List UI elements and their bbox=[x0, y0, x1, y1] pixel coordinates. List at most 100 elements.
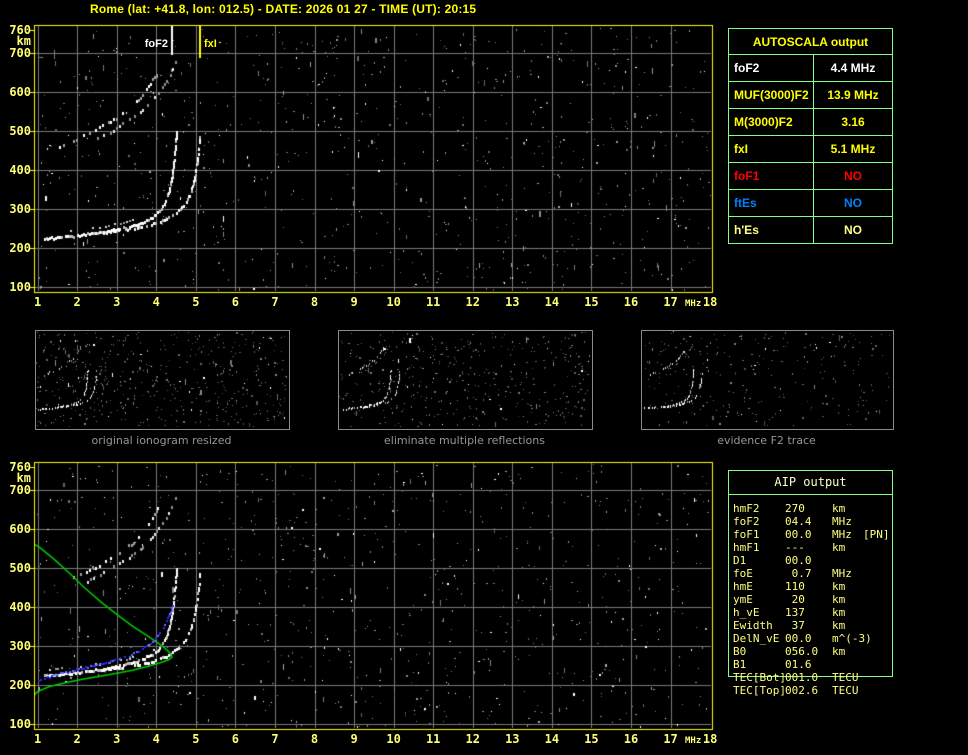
autoscala-row-value: NO bbox=[813, 216, 892, 243]
x-axis-tick-label: 12 bbox=[465, 295, 480, 309]
aip-cell: hmF2 bbox=[733, 502, 760, 515]
autoscala-row-value: 5.1 MHz bbox=[813, 135, 892, 162]
x-axis-tick-label: 4 bbox=[152, 732, 160, 746]
x-axis-tick-label: 10 bbox=[386, 295, 401, 309]
aip-row: TEC[Top] 002.6 TECU bbox=[728, 685, 968, 697]
aip-row: foF1 00.0 MHz [PN] bbox=[728, 529, 968, 541]
aip-cell: km bbox=[832, 502, 846, 515]
aip-cell: Ewidth bbox=[733, 619, 773, 632]
x-axis-tick-label: 8 bbox=[310, 295, 319, 309]
fof2-marker-label: foF2 bbox=[144, 38, 168, 50]
station-title: Rome (lat: +41.8, lon: 012.5) - DATE: 20… bbox=[90, 2, 477, 16]
aip-cell: 00.0 bbox=[785, 632, 812, 645]
x-axis-tick-label: 17 bbox=[663, 295, 678, 309]
aip-row: ymE 20 km bbox=[728, 594, 968, 606]
autoscala-row-label: ftEs bbox=[729, 189, 813, 216]
thumbnail-caption: evidence F2 trace bbox=[717, 434, 816, 447]
aip-row: hmF1 --- km bbox=[728, 542, 968, 554]
autoscala-row-value: NO bbox=[813, 189, 892, 216]
y-axis-tick-label: 100 bbox=[9, 717, 31, 731]
aip-cell: 137 bbox=[785, 606, 805, 619]
y-axis-tick-label: 100 bbox=[9, 280, 31, 294]
aip-cell: D1 bbox=[733, 554, 747, 567]
autoscala-row-label: foF1 bbox=[729, 162, 813, 189]
aip-row: D1 00.0 bbox=[728, 555, 968, 567]
aip-row: DelN_vE 00.0 m^(-3) bbox=[728, 633, 968, 645]
aip-cell: ymE bbox=[733, 593, 753, 606]
x-axis-tick-label: 18 bbox=[702, 732, 718, 746]
y-axis-tick-label: 300 bbox=[9, 202, 31, 216]
aip-cell: MHz bbox=[832, 567, 852, 580]
aip-cell: MHz bbox=[832, 515, 852, 528]
x-axis-tick-label: 11 bbox=[425, 295, 441, 309]
aip-cell: 00.0 bbox=[785, 528, 812, 541]
aip-cell: km bbox=[832, 541, 846, 554]
x-axis-unit-label: MHz bbox=[685, 299, 702, 309]
autoscala-row-label: h'Es bbox=[729, 216, 813, 243]
x-axis-tick-label: 6 bbox=[231, 732, 239, 746]
x-axis-tick-label: 5 bbox=[192, 732, 200, 746]
aip-row: foF2 04.4 MHz bbox=[728, 516, 968, 528]
y-axis-tick-label: 760 bbox=[9, 459, 31, 474]
aip-row: TEC[Bot] 001.0 TECU bbox=[728, 672, 968, 684]
aip-cell: hmF1 bbox=[733, 541, 760, 554]
autoscala-row-label: M(3000)F2 bbox=[729, 108, 813, 135]
aip-cell: [PN] bbox=[863, 528, 890, 541]
aip-cell: 04.4 bbox=[785, 515, 812, 528]
x-axis-tick-label: 4 bbox=[152, 295, 160, 309]
y-axis-tick-label: 400 bbox=[9, 163, 31, 177]
aip-cell: DelN_vE bbox=[733, 632, 780, 645]
x-axis-tick-label: 3 bbox=[113, 732, 121, 746]
x-axis-tick-label: 1 bbox=[33, 732, 42, 746]
aip-cell: 001.0 bbox=[785, 671, 819, 684]
aip-row: hmE 110 km bbox=[728, 581, 968, 593]
aip-row: B0 056.0 km bbox=[728, 646, 968, 658]
aip-cell: 00.0 bbox=[785, 554, 812, 567]
aip-cell: B0 bbox=[733, 645, 747, 658]
x-axis-tick-label: 14 bbox=[544, 732, 560, 746]
x-axis-tick-label: 15 bbox=[584, 295, 599, 309]
aip-row: Ewidth 37 km bbox=[728, 620, 968, 632]
autoscala-output-table: AUTOSCALA output foF2 4.4 MHz MUF(3000)F2 1… bbox=[728, 28, 893, 244]
x-axis-tick-label: 14 bbox=[544, 295, 560, 309]
y-axis-tick-label: 700 bbox=[9, 46, 31, 60]
aip-cell: TEC[Top] bbox=[733, 684, 786, 697]
x-axis-tick-label: 13 bbox=[505, 732, 520, 746]
autoscala-row-label: foF2 bbox=[729, 54, 813, 81]
aip-cell: 270 bbox=[785, 502, 805, 515]
aip-cell: 002.6 bbox=[785, 684, 819, 697]
aip-cell: foF2 bbox=[733, 515, 760, 528]
autoscala-row-value: 13.9 MHz bbox=[813, 81, 892, 108]
y-axis-tick-label: 600 bbox=[9, 522, 31, 536]
x-axis-tick-label: 7 bbox=[271, 732, 279, 746]
autoscala-table-title: AUTOSCALA output bbox=[752, 34, 869, 49]
aip-cell: 056.0 bbox=[785, 645, 819, 658]
thumbnail-eliminate-reflections bbox=[338, 330, 593, 430]
x-axis-tick-label: 16 bbox=[623, 732, 639, 746]
aip-cell: 01.6 bbox=[785, 658, 812, 671]
y-axis-tick-label: 500 bbox=[9, 124, 31, 138]
aip-cell: km bbox=[832, 593, 846, 606]
y-axis-tick-label: 300 bbox=[9, 639, 31, 653]
x-axis-tick-label: 18 bbox=[702, 295, 718, 309]
aip-cell: km bbox=[832, 645, 846, 658]
thumbnail-evidence-f2-trace bbox=[641, 330, 894, 430]
y-axis-tick-label: 200 bbox=[9, 678, 31, 692]
thumbnail-caption: eliminate multiple reflections bbox=[384, 434, 545, 447]
aip-cell: --- bbox=[785, 541, 805, 554]
aip-cell: 37 bbox=[785, 619, 805, 632]
aip-cell: 110 bbox=[785, 580, 805, 593]
aip-cell: foF1 bbox=[733, 528, 760, 541]
x-axis-tick-label: 12 bbox=[465, 732, 480, 746]
aip-table-title: AIP output bbox=[728, 470, 893, 495]
aip-cell: TECU bbox=[832, 671, 859, 684]
aip-cell: h_vE bbox=[733, 606, 760, 619]
x-axis-tick-label: 1 bbox=[33, 295, 42, 309]
x-axis-tick-label: 7 bbox=[271, 295, 279, 309]
y-axis-unit-label: km bbox=[16, 34, 31, 48]
x-axis-tick-label: 5 bbox=[192, 295, 200, 309]
y-axis-unit-label: km bbox=[16, 471, 31, 485]
y-axis-tick-label: 200 bbox=[9, 241, 31, 255]
x-axis-tick-label: 6 bbox=[231, 295, 239, 309]
autoscala-row-value: NO bbox=[813, 162, 892, 189]
